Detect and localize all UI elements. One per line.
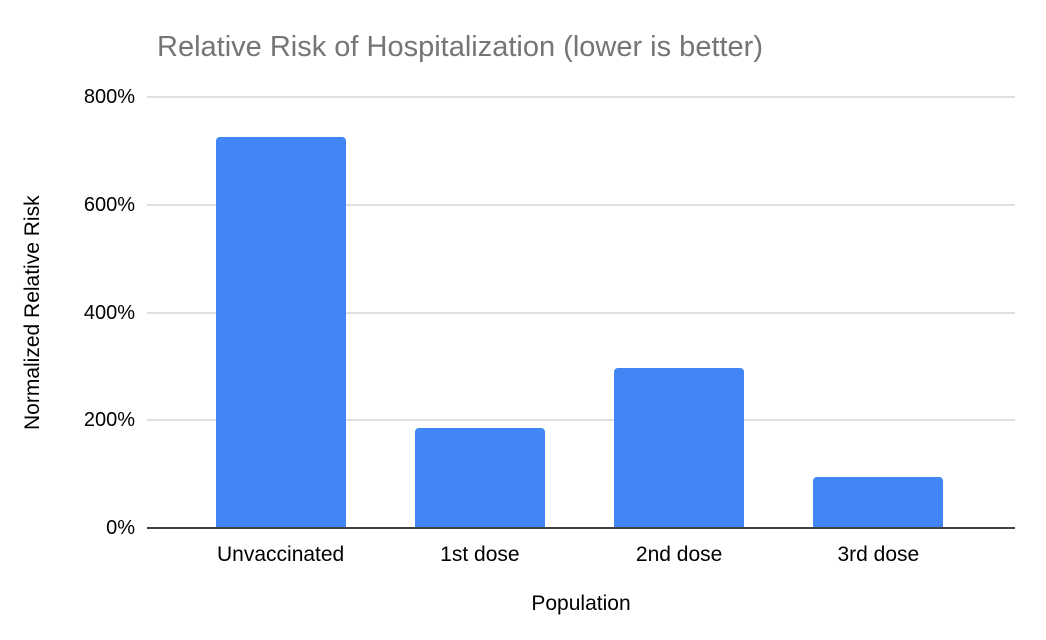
bar-band [580, 97, 779, 528]
plot-area [147, 96, 1015, 529]
x-category-label: 3rd dose [837, 543, 920, 566]
x-axis-labels: Unvaccinated 1st dose 2nd dose 3rd dose [181, 542, 978, 567]
bar-band [380, 97, 579, 528]
bar-1st-dose [414, 428, 545, 528]
gridline-400 [147, 311, 1015, 314]
chart-title: Relative Risk of Hospitalization (lower … [157, 31, 763, 63]
gridline-600 [147, 203, 1015, 206]
x-category-label: 2nd dose [635, 543, 723, 566]
y-tick-label: 800% [83, 86, 135, 108]
x-category-label: 1st dose [440, 543, 520, 566]
bar-band [779, 97, 978, 528]
gridline-800 [147, 96, 1015, 98]
y-tick-label: 600% [83, 193, 135, 216]
gridline-200 [147, 419, 1015, 422]
bars [181, 97, 978, 528]
bar-band [181, 97, 380, 528]
bar-3rd-dose [813, 476, 944, 528]
x-category-label: Unvaccinated [217, 543, 345, 566]
y-axis-ticks: 0% 200% 400% 600% 800% [0, 86, 135, 539]
x-axis-title: Population [531, 592, 631, 615]
y-tick-label: 400% [83, 301, 135, 324]
bar-2nd-dose [614, 368, 745, 528]
y-tick-label: 0% [106, 517, 135, 539]
bar-unvaccinated [215, 137, 346, 528]
x-axis-line [147, 527, 1015, 529]
y-tick-label: 200% [83, 409, 135, 432]
